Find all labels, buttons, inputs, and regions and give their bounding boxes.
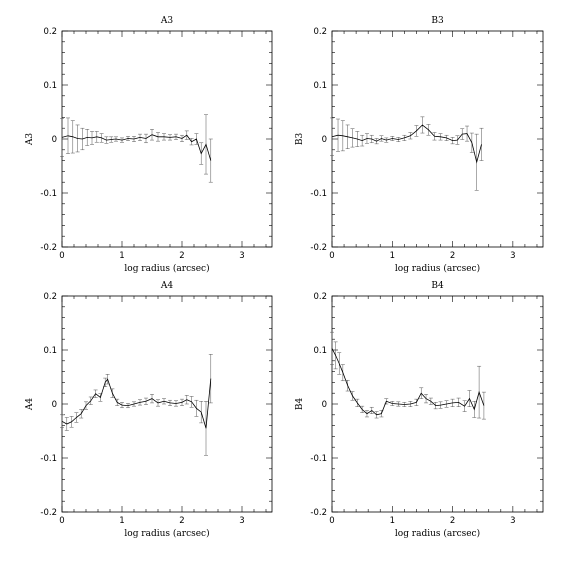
y-tick-label: -0.2 (40, 508, 57, 518)
chart-title: B4 (431, 281, 444, 291)
y-tick-label: 0 (52, 400, 57, 410)
series-line (61, 378, 212, 429)
y-tick-label: -0.1 (310, 189, 327, 199)
series-line (61, 134, 212, 161)
x-tick-label: 0 (59, 251, 64, 261)
plot-frame (61, 295, 273, 513)
y-tick-label: -0.1 (40, 189, 57, 199)
x-axis-label: log radius (arcsec) (395, 263, 480, 274)
y-tick-label: 0.2 (313, 27, 327, 37)
x-axis-label: log radius (arcsec) (124, 528, 209, 539)
x-tick-label: 0 (329, 516, 334, 526)
chart-panel-B4: B4 log radius (arcsec) B4 0 1 2 3 0.2 0.1 0 -0.1 -0… (295, 281, 544, 539)
y-tick-label: 0 (322, 400, 327, 410)
x-tick-label: 0 (329, 251, 334, 261)
chart-title: A4 (160, 281, 173, 291)
y-axis-label: A3 (25, 133, 35, 146)
y-axis-label: A4 (25, 398, 35, 411)
y-axis-label: B4 (295, 398, 305, 411)
plot-frame (331, 295, 544, 513)
y-axis-label: B3 (295, 133, 305, 146)
x-tick-label: 2 (450, 516, 455, 526)
x-tick-label: 1 (390, 516, 395, 526)
plot-frame (331, 30, 544, 248)
x-tick-label: 1 (390, 251, 395, 261)
y-tick-label: 0.1 (313, 346, 327, 356)
x-tick-label: 3 (510, 251, 515, 261)
series-line (331, 348, 485, 416)
series-line (331, 124, 482, 164)
chart-title: A3 (160, 16, 173, 26)
x-axis-label: log radius (arcsec) (124, 263, 209, 274)
x-tick-label: 0 (59, 516, 64, 526)
x-tick-label: 2 (179, 516, 184, 526)
x-tick-label: 3 (239, 516, 244, 526)
chart-title: B3 (431, 16, 444, 26)
y-tick-label: -0.1 (310, 454, 327, 464)
y-tick-label: 0.1 (313, 81, 327, 91)
y-tick-label: 0 (322, 135, 327, 145)
x-tick-label: 2 (450, 251, 455, 261)
x-tick-label: 1 (119, 516, 124, 526)
y-tick-label: 0.1 (43, 346, 57, 356)
chart-panel-B3: B3 log radius (arcsec) B3 0 1 2 3 0.2 0.1 0 -0.1 -0… (295, 16, 544, 274)
x-tick-label: 2 (179, 251, 184, 261)
chart-panel-A3: A3 log radius (arcsec) A3 0 1 2 3 0.2 0.1 0 -0.1 -0… (25, 16, 273, 274)
y-tick-label: 0.2 (43, 292, 57, 302)
x-tick-label: 3 (510, 516, 515, 526)
x-tick-label: 1 (119, 251, 124, 261)
chart-panel-A4: A4 log radius (arcsec) A4 0 1 2 3 0.2 0.1 0 -0.1 -0… (25, 281, 273, 539)
y-tick-label: -0.1 (40, 454, 57, 464)
y-tick-label: -0.2 (310, 508, 327, 518)
y-tick-label: 0.2 (43, 27, 57, 37)
y-tick-label: 0.2 (313, 292, 327, 302)
y-tick-label: -0.2 (310, 243, 327, 253)
y-tick-label: -0.2 (40, 243, 57, 253)
y-tick-label: 0.1 (43, 81, 57, 91)
x-tick-label: 3 (239, 251, 244, 261)
x-axis-label: log radius (arcsec) (395, 528, 480, 539)
plot-frame (61, 30, 273, 248)
y-tick-label: 0 (52, 135, 57, 145)
